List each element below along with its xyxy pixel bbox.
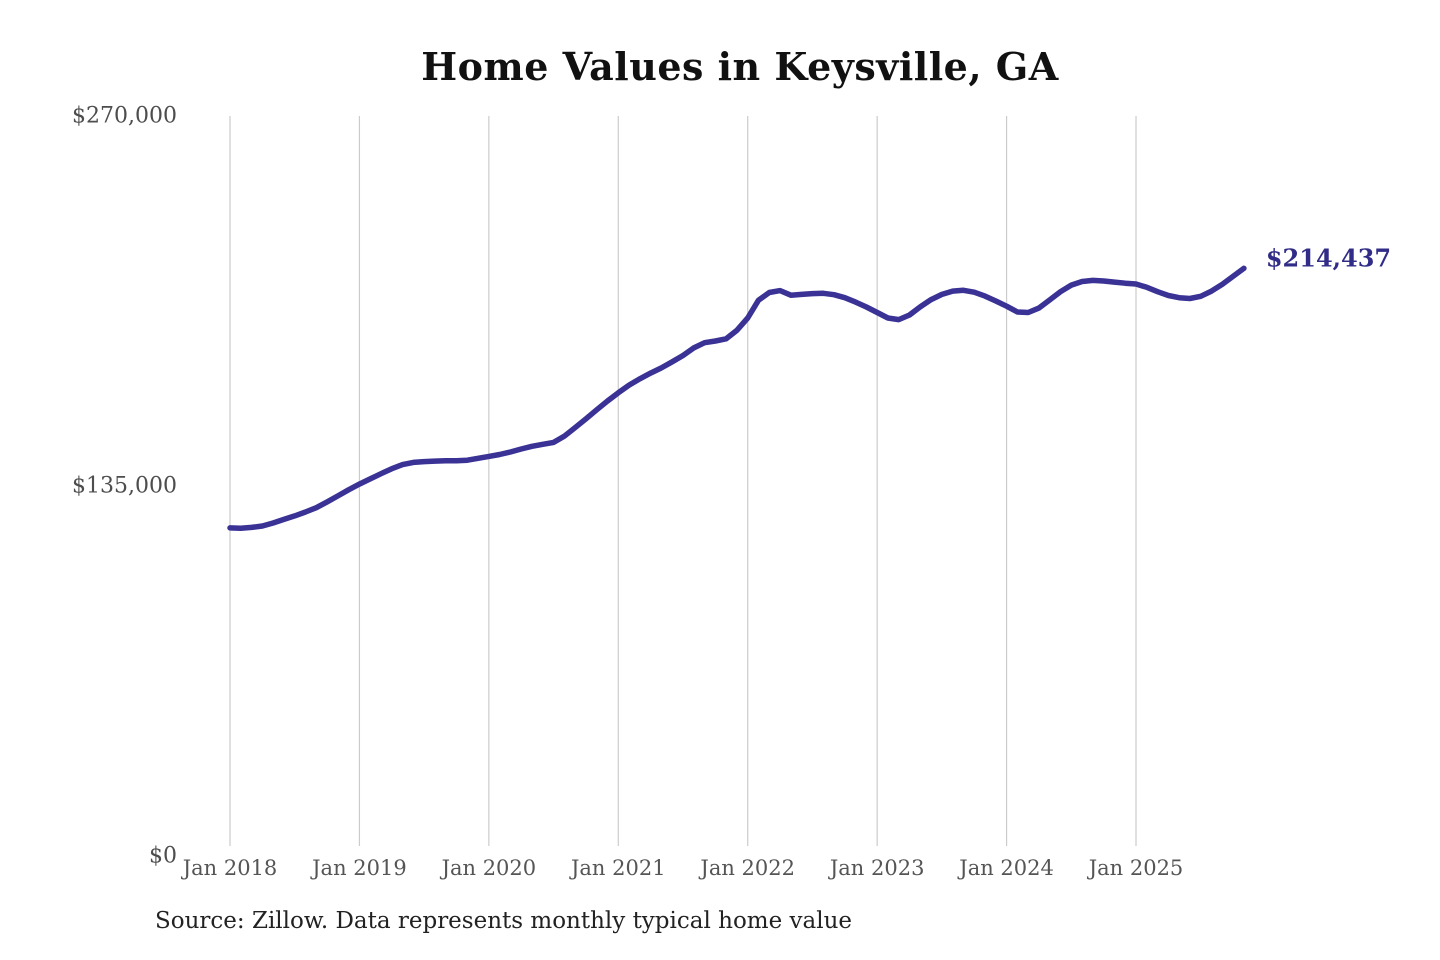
x-axis-tick-jan-2019: Jan 2019 — [312, 856, 407, 880]
home-value-line — [227, 265, 1247, 531]
x-axis-tick-jan-2025: Jan 2025 — [1088, 856, 1184, 880]
x-axis-tick-jan-2020: Jan 2020 — [441, 856, 537, 880]
current-value-label: $214,437 — [1265, 243, 1392, 273]
source-note: Source: Zillow. Data represents monthly … — [155, 908, 853, 934]
x-axis-tick-jan-2024: Jan 2024 — [959, 856, 1054, 880]
y-axis-tick-270000: $270,000 — [72, 103, 177, 129]
y-axis-tick-0: $0 — [149, 843, 177, 869]
y-axis-tick-135000: $135,000 — [72, 473, 177, 499]
x-axis-tick-jan-2021: Jan 2021 — [570, 856, 666, 880]
x-axis-tick-jan-2022: Jan 2022 — [700, 856, 796, 880]
x-axis-tick-jan-2023: Jan 2023 — [829, 856, 925, 880]
x-axis-tick-jan-2018: Jan 2018 — [182, 856, 278, 880]
chart-title: Home Values in Keysville, GA — [421, 44, 1059, 89]
